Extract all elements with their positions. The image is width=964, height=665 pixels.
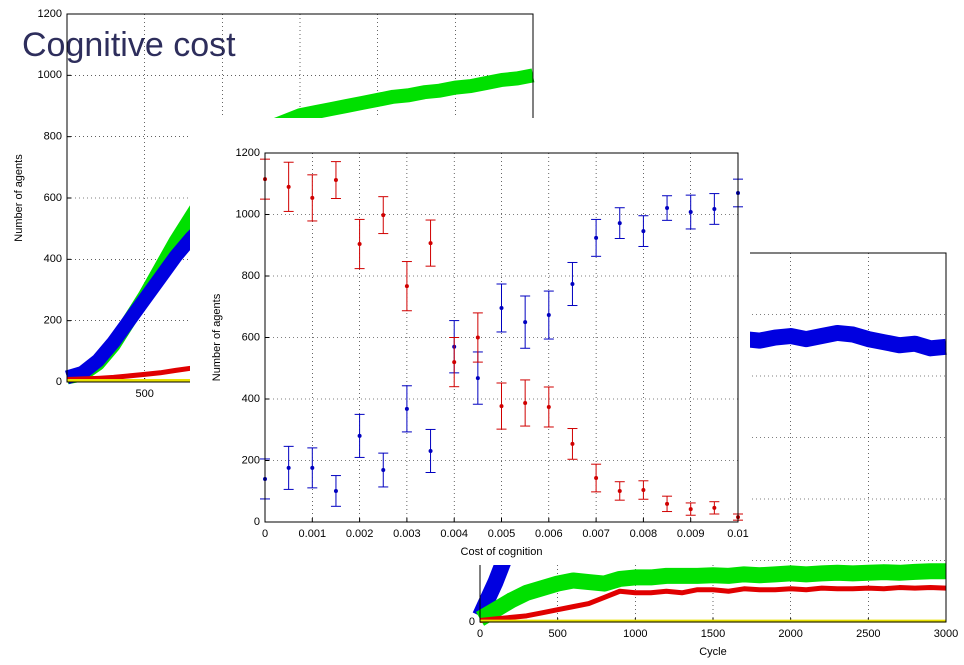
x-axis-label: Cost of cognition: [461, 546, 543, 558]
data-point: [310, 465, 315, 470]
x-tick-label: 0.007: [582, 528, 610, 540]
slide-title: Cognitive cost: [22, 26, 236, 64]
plot-frame: [264, 152, 739, 523]
data-point: [570, 441, 575, 446]
x-tick-label: 0: [477, 628, 483, 640]
y-tick-label: 800: [242, 270, 260, 282]
data-point: [641, 488, 646, 493]
data-point: [523, 320, 528, 325]
x-tick-label: 500: [135, 388, 153, 400]
x-tick-label: 2500: [856, 628, 880, 640]
x-tick-label: 0.004: [440, 528, 468, 540]
data-point: [617, 488, 622, 493]
y-tick-label: 1200: [236, 147, 260, 159]
y-tick-label: 600: [242, 331, 260, 343]
x-tick-label: 0.01: [727, 528, 748, 540]
data-point: [357, 242, 362, 247]
y-tick-label: 0: [469, 616, 475, 628]
y-tick-label: 1000: [38, 69, 62, 81]
data-point: [333, 178, 338, 183]
data-point: [310, 195, 315, 200]
data-point: [475, 376, 480, 381]
y-tick-label: 0: [254, 516, 260, 528]
data-point: [594, 476, 599, 481]
y-tick-label: 1200: [38, 8, 62, 20]
data-point: [286, 465, 291, 470]
x-tick-label: 0.001: [299, 528, 327, 540]
data-point: [665, 206, 670, 211]
x-tick-label: 0.005: [488, 528, 516, 540]
data-point: [546, 404, 551, 409]
y-tick-label: 200: [44, 315, 62, 327]
data-point: [712, 505, 717, 510]
x-tick-label: 0.002: [346, 528, 374, 540]
panel-background: [190, 118, 750, 565]
y-tick-label: 400: [242, 393, 260, 405]
data-point: [688, 507, 693, 512]
data-point: [594, 235, 599, 240]
data-point: [381, 468, 386, 473]
x-tick-label: 1000: [623, 628, 647, 640]
y-tick-label: 0: [56, 376, 62, 388]
data-point: [688, 210, 693, 215]
x-tick-label: 500: [548, 628, 566, 640]
y-axis-label: Number of agents: [13, 154, 25, 242]
data-point: [712, 206, 717, 211]
data-point: [641, 229, 646, 234]
y-tick-label: 600: [44, 192, 62, 204]
x-axis-label: Cycle: [699, 646, 727, 658]
data-point: [452, 360, 457, 365]
chart: 0 200 400 600 800 1000 1200 0 0.001 0.002 0.003 0.0…: [211, 147, 749, 558]
data-point: [286, 184, 291, 189]
series-line: [475, 563, 946, 626]
data-point: [333, 488, 338, 493]
x-tick-label: 0.009: [677, 528, 705, 540]
x-tick-label: 0.003: [393, 528, 421, 540]
y-tick-label: 400: [44, 253, 62, 265]
y-tick-label: 200: [242, 454, 260, 466]
data-point: [523, 400, 528, 405]
data-point: [475, 335, 480, 340]
data-point: [499, 305, 504, 310]
data-point: [617, 221, 622, 226]
data-point: [665, 501, 670, 506]
y-tick-label: 800: [44, 131, 62, 143]
data-point: [428, 241, 433, 246]
data-point: [428, 448, 433, 453]
x-tick-label: 1500: [701, 628, 725, 640]
data-point: [404, 284, 409, 289]
data-point: [546, 313, 551, 318]
series-line: [479, 585, 947, 623]
x-tick-label: 0: [262, 528, 268, 540]
data-point: [381, 213, 386, 218]
data-point: [357, 433, 362, 438]
y-tick-label: 1000: [236, 208, 260, 220]
data-point: [499, 404, 504, 409]
y-axis-label: Number of agents: [211, 293, 223, 381]
x-tick-label: 0.008: [630, 528, 658, 540]
data-point: [404, 406, 409, 411]
x-tick-label: 0.006: [535, 528, 563, 540]
x-tick-label: 3000: [934, 628, 958, 640]
x-tick-label: 2000: [778, 628, 802, 640]
data-point: [570, 281, 575, 286]
